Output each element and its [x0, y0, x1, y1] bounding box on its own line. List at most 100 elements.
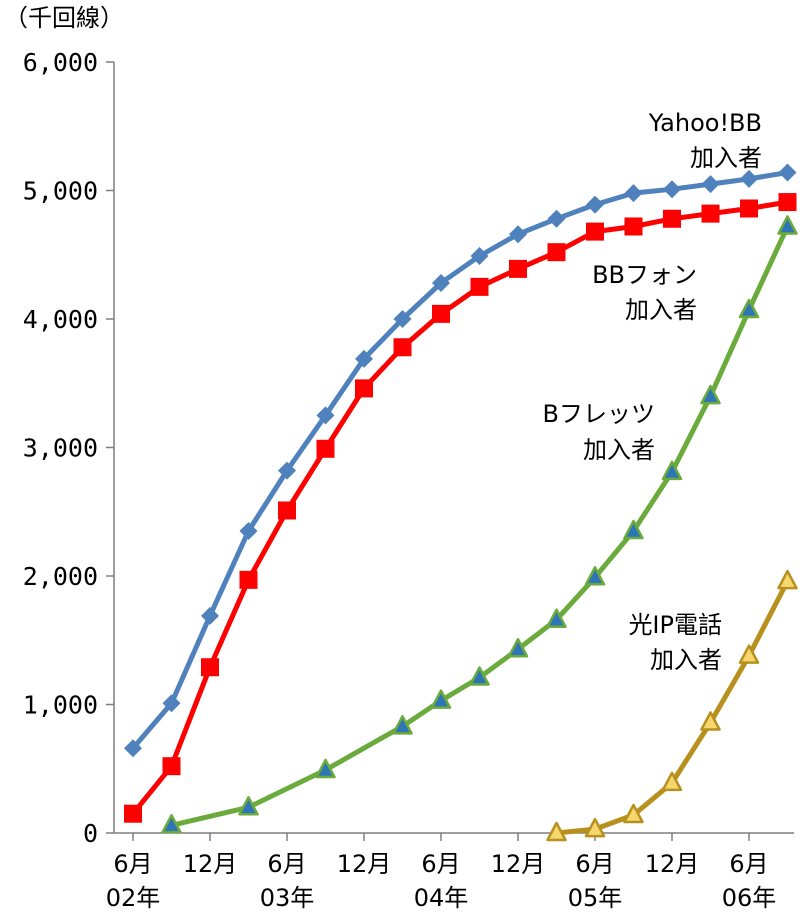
series-1 [124, 193, 797, 823]
data-point [624, 217, 643, 236]
x-tick-month-label: 12月 [337, 850, 392, 878]
x-tick-month-label: 6月 [575, 850, 614, 878]
data-point [777, 215, 798, 235]
x-tick-month-label: 6月 [421, 850, 460, 878]
x-tick-year-label: 04年 [414, 884, 469, 912]
data-point [469, 666, 490, 686]
data-point [738, 644, 760, 664]
data-point [701, 204, 720, 223]
x-tick-month-label: 12月 [491, 850, 546, 878]
x-tick-year-label: 05年 [568, 884, 623, 912]
x-tick-year-label: 06年 [722, 884, 777, 912]
data-point [623, 519, 644, 540]
annotation-bbphone-line2: 加入者 [625, 296, 697, 324]
y-tick-label: 1,000 [23, 691, 98, 720]
data-point [738, 298, 760, 319]
data-point [238, 796, 259, 816]
data-point [740, 169, 758, 188]
data-point [661, 771, 683, 792]
data-point [777, 569, 798, 590]
x-axis-ticks: 6月 02年 12月 6月 03年 12月 6月 04年 12月 6月 05年 12月 6月 06年 [106, 833, 777, 912]
y-tick-label: 4,000 [23, 305, 98, 334]
data-point [586, 195, 604, 214]
x-tick-year-label: 03年 [260, 884, 315, 912]
data-point [507, 637, 529, 658]
y-unit-label: （千回線） [4, 4, 124, 32]
data-point [316, 439, 335, 458]
y-tick-label: 5,000 [23, 177, 98, 206]
annotation-hikari-ip-line1: 光IP電話 [628, 611, 722, 639]
data-point [201, 606, 219, 625]
y-axis-ticks: 0 1,000 2,000 3,000 4,000 5,000 6,000 [23, 48, 114, 848]
data-point [700, 711, 721, 731]
data-point [392, 715, 413, 735]
x-tick-month-label: 12月 [645, 850, 700, 878]
series-2 [161, 215, 798, 834]
data-point [355, 379, 373, 398]
data-point [778, 193, 797, 212]
y-tick-label: 2,000 [23, 562, 98, 591]
data-point [201, 658, 219, 677]
data-point [278, 461, 296, 480]
data-point [547, 209, 566, 228]
x-tick-month-label: 6月 [113, 850, 152, 878]
data-point [584, 817, 606, 838]
series-line [170, 225, 790, 828]
data-point [161, 814, 182, 834]
x-tick-month-label: 12月 [183, 850, 238, 878]
y-tick-label: 0 [83, 819, 98, 848]
data-point [393, 310, 412, 328]
data-point [546, 608, 567, 628]
data-point [393, 338, 412, 357]
series-group [124, 163, 798, 842]
data-point [162, 694, 181, 713]
data-point [701, 175, 720, 194]
annotation-bbphone-line1: BBフォン [592, 261, 697, 289]
annotation-hikari-ip-line2: 加入者 [650, 646, 722, 674]
data-point [586, 222, 604, 241]
annotation-bflets-line2: 加入者 [583, 436, 655, 464]
data-point [162, 757, 181, 776]
series-3 [546, 569, 798, 842]
data-point [278, 501, 296, 520]
data-point [432, 304, 450, 323]
data-point [584, 566, 606, 586]
x-tick-year-label: 02年 [106, 884, 161, 912]
series-0 [124, 163, 797, 758]
data-point [470, 247, 489, 266]
annotation-hikari-ip: 光IP電話 加入者 [628, 611, 722, 674]
annotation-bflets-line1: Bフレッツ [543, 400, 655, 428]
data-point [315, 758, 336, 779]
y-tick-label: 3,000 [23, 434, 98, 463]
data-point [470, 277, 489, 296]
annotation-bbphone: BBフォン 加入者 [592, 261, 697, 324]
annotation-yahoo: Yahoo!BB 加入者 [648, 109, 762, 172]
data-point [663, 180, 681, 199]
data-point [661, 460, 683, 481]
data-point [509, 259, 527, 278]
data-point [778, 163, 797, 182]
data-point [546, 821, 567, 842]
data-point [663, 209, 681, 228]
y-tick-label: 6,000 [23, 48, 98, 77]
data-point [430, 689, 452, 709]
data-point [432, 274, 450, 293]
data-point [124, 804, 142, 823]
data-point [239, 570, 258, 589]
data-point [624, 184, 643, 203]
data-point [509, 225, 527, 244]
data-point [547, 243, 566, 262]
x-tick-month-label: 6月 [729, 850, 768, 878]
data-point [700, 384, 721, 405]
annotation-yahoo-line2: 加入者 [690, 144, 762, 172]
data-point [316, 406, 335, 425]
data-point [124, 739, 142, 758]
annotation-yahoo-line1: Yahoo!BB [648, 109, 762, 137]
data-point [623, 803, 644, 824]
series-line [131, 199, 788, 816]
annotation-bflets: Bフレッツ 加入者 [543, 400, 655, 464]
data-point [740, 199, 758, 218]
x-tick-month-label: 6月 [267, 850, 306, 878]
data-point [239, 522, 258, 541]
